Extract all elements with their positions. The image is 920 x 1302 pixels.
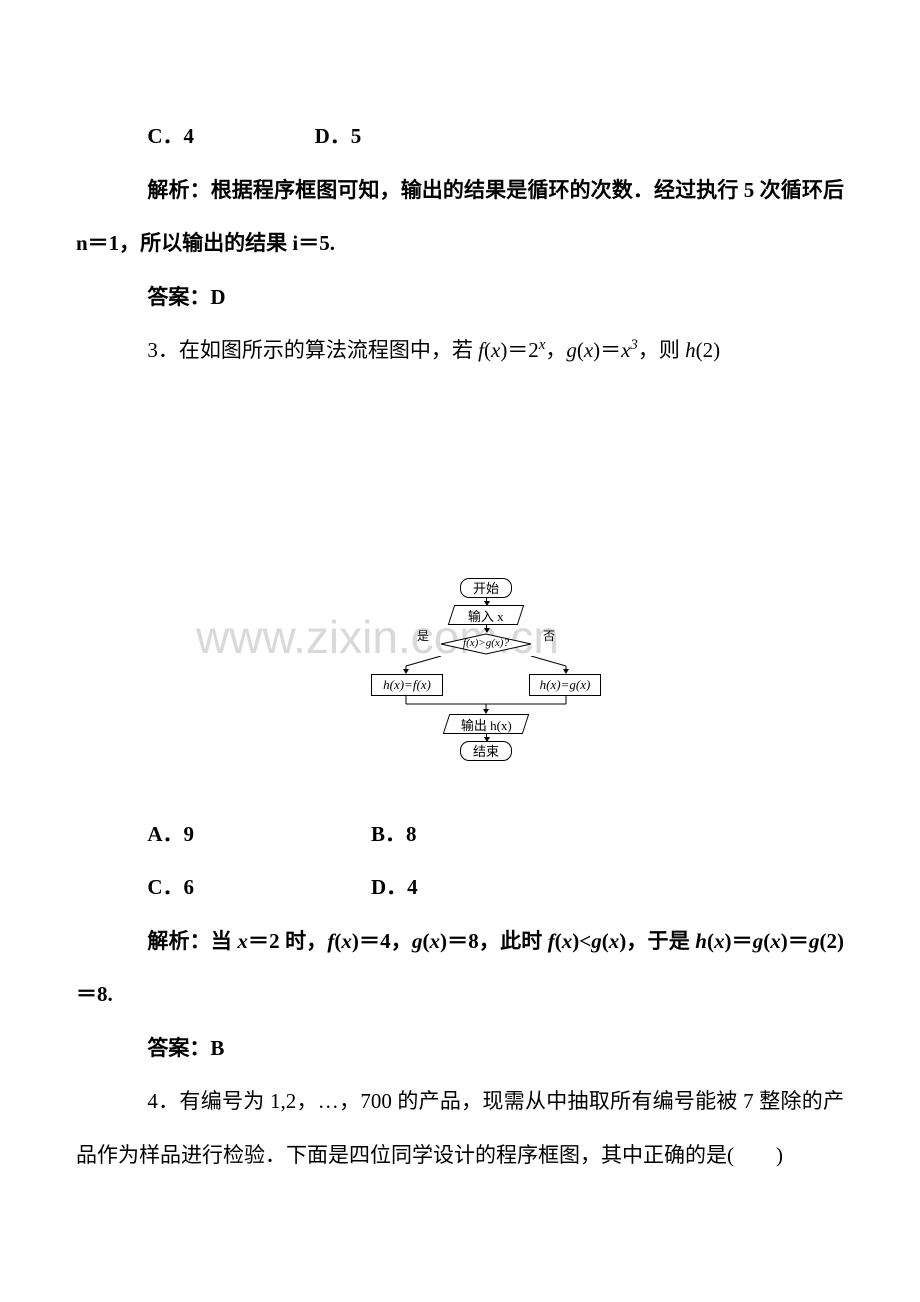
flow-input: 输入 x <box>448 605 524 625</box>
flow-proc-left: h(x)=f(x) <box>371 674 443 696</box>
flowchart: 开始 输入 x f(x)>g(x)? 是 否 <box>371 578 601 761</box>
opt-c: C．4 <box>147 124 194 148</box>
q3-answer: 答案：B <box>76 1022 844 1076</box>
q3-opt-b: B．8 <box>371 808 417 862</box>
opt-d: D．5 <box>315 124 362 148</box>
q3-opt-c: C．6 <box>76 861 371 915</box>
flow-end: 结束 <box>460 741 512 761</box>
q3-diagram-area: www.zixin.com.cn 开始 输入 x f(x)>g(x)? 是 否 <box>76 378 844 808</box>
q2-analysis: 解析：根据程序框图可知，输出的结果是循环的次数．经过执行 5 次循环后 n＝1，… <box>76 164 844 271</box>
flow-proc-right: h(x)=g(x) <box>529 674 601 696</box>
q3-opt-d: D．4 <box>371 861 418 915</box>
flow-output: 输出 h(x) <box>443 714 529 734</box>
dec-no: 否 <box>543 627 555 644</box>
flow-start: 开始 <box>460 578 512 598</box>
q3-stem: 3．在如图所示的算法流程图中，若 f(x)＝2x，g(x)＝x3，则 h(2) <box>76 324 844 378</box>
dec-yes: 是 <box>417 627 429 644</box>
arrow-icon <box>486 734 487 741</box>
arrow-icon <box>486 598 487 605</box>
q3-analysis: 解析：当 x＝2 时，f(x)＝4，g(x)＝8，此时 f(x)<g(x)，于是… <box>76 915 844 1022</box>
flow-decision: f(x)>g(x)? <box>371 637 601 649</box>
q3-opt-a: A．9 <box>76 808 371 862</box>
q2-answer: 答案：D <box>76 271 844 325</box>
arrow-icon <box>486 625 487 632</box>
q4-stem: 4．有编号为 1,2，…，700 的产品，现需从中抽取所有编号能被 7 整除的产… <box>76 1075 844 1182</box>
q2-options-cd: C．4 D．5 <box>76 110 844 164</box>
